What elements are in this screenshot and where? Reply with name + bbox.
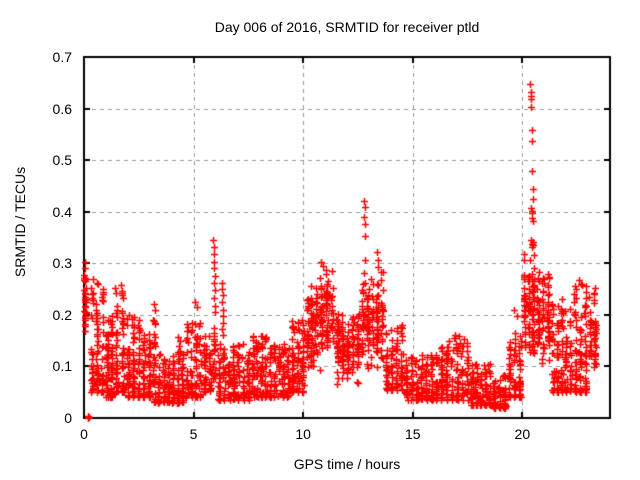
chart-title: Day 006 of 2016, SRMTID for receiver ptl… <box>214 19 480 35</box>
x-tick-label: 15 <box>404 426 421 442</box>
y-tick-label: 0.5 <box>52 152 72 169</box>
x-tick-label: 10 <box>295 426 311 442</box>
y-tick-label: 0.6 <box>52 100 72 117</box>
y-axis-label: SRMTID / TECUs <box>12 166 28 278</box>
x-tick-label: 20 <box>514 426 531 442</box>
y-tick-label: 0.1 <box>52 358 72 375</box>
x-axis-label: GPS time / hours <box>293 456 401 472</box>
x-tick-label: 5 <box>189 426 198 442</box>
y-tick-label: 0.7 <box>52 49 72 65</box>
y-tick-label: 0.4 <box>52 203 72 220</box>
y-tick-label: 0.3 <box>52 255 72 272</box>
y-tick-label: 0.2 <box>52 306 72 323</box>
y-tick-label: 0 <box>64 410 72 426</box>
x-tick-label: 0 <box>80 426 88 442</box>
